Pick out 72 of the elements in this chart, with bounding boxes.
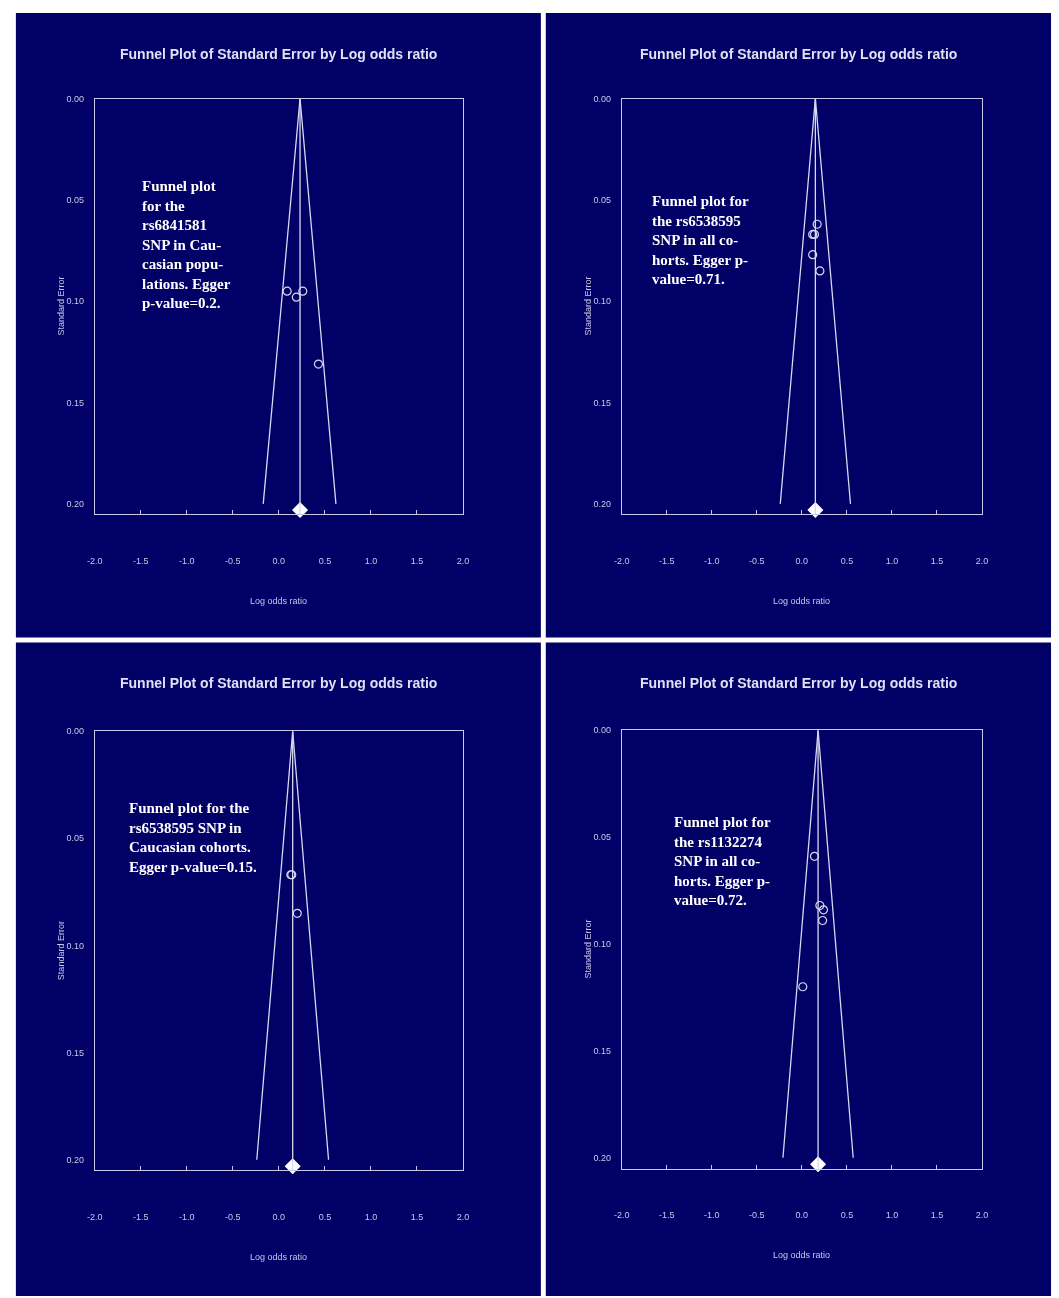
annotation: Funnel plot for the rs6841581 SNP in Cau- casian popu- lations. Egger p-value=0.2. xyxy=(142,178,231,311)
x-tick-label: -1.5 xyxy=(659,555,675,566)
y-tick-label: 0.05 xyxy=(66,195,85,206)
x-tick-label: 2.0 xyxy=(975,555,989,566)
y-axis-title: Standard Error xyxy=(582,919,593,979)
annotation: Funnel plot for the rs6538595 SNP in all co- horts. Egger p- value=0.71. xyxy=(652,193,750,287)
x-tick-label: 0.5 xyxy=(840,555,854,566)
x-tick-label: 0.5 xyxy=(318,1212,332,1223)
x-tick-label: -0.5 xyxy=(749,555,765,566)
x-tick-label: 2.0 xyxy=(975,1210,989,1221)
x-tick-label: 0.0 xyxy=(272,555,286,566)
x-tick-label: 2.0 xyxy=(456,555,470,566)
y-tick-label: 0.20 xyxy=(66,499,85,510)
x-tick-label: 1.5 xyxy=(410,555,424,566)
x-tick-label: -2.0 xyxy=(614,1210,630,1221)
x-tick-label: -1.0 xyxy=(179,1212,195,1223)
x-tick-label: -1.5 xyxy=(133,1212,149,1223)
y-tick-label: 0.10 xyxy=(66,940,85,951)
x-tick-label: 0.0 xyxy=(795,1210,809,1221)
y-tick-label: 0.00 xyxy=(66,93,85,104)
x-tick-label: 1.5 xyxy=(930,555,944,566)
x-tick-label: -1.0 xyxy=(704,555,720,566)
x-tick-label: -1.5 xyxy=(659,1210,675,1221)
x-tick-label: 0.5 xyxy=(840,1210,854,1221)
x-axis-title: Log odds ratio xyxy=(250,596,308,606)
y-axis-title: Standard Error xyxy=(582,276,593,336)
chart-title: Funnel Plot of Standard Error by Log odds ratio xyxy=(120,675,438,691)
chart-title: Funnel Plot of Standard Error by Log odds ratio xyxy=(120,46,438,62)
x-axis-title: Log odds ratio xyxy=(250,1252,308,1262)
x-tick-label: 0.0 xyxy=(272,1212,286,1223)
x-tick-label: -2.0 xyxy=(614,555,630,566)
x-tick-label: -1.0 xyxy=(704,1210,720,1221)
annotation: Funnel plot for the rs1132274 SNP in all co- horts. Egger p- value=0.72. xyxy=(674,814,772,908)
chart-title: Funnel Plot of Standard Error by Log odds ratio xyxy=(640,675,958,691)
y-tick-label: 0.20 xyxy=(66,1154,85,1165)
y-tick-label: 0.00 xyxy=(66,726,85,737)
y-tick-label: 0.00 xyxy=(593,93,611,104)
y-tick-label: 0.20 xyxy=(593,1152,611,1163)
y-tick-label: 0.20 xyxy=(593,499,611,510)
y-tick-label: 0.05 xyxy=(593,195,611,206)
x-tick-label: -1.0 xyxy=(179,555,195,566)
y-tick-label: 0.15 xyxy=(593,1046,611,1057)
x-tick-label: 1.5 xyxy=(410,1212,424,1223)
y-axis-title: Standard Error xyxy=(56,921,67,981)
x-tick-label: 1.5 xyxy=(930,1210,944,1221)
x-tick-label: 0.0 xyxy=(795,555,809,566)
y-tick-label: 0.00 xyxy=(593,725,611,736)
x-tick-label: 2.0 xyxy=(456,1212,470,1223)
y-tick-label: 0.15 xyxy=(593,397,611,408)
annotation: Funnel plot for the rs6538595 SNP in Caucasian cohorts. Egger p-value=0.15. xyxy=(129,800,258,875)
y-tick-label: 0.15 xyxy=(66,1047,85,1058)
chart-title: Funnel Plot of Standard Error by Log odds ratio xyxy=(640,46,958,62)
x-tick-label: -2.0 xyxy=(87,1212,103,1223)
y-tick-label: 0.05 xyxy=(66,833,85,844)
x-tick-label: -1.5 xyxy=(133,555,149,566)
y-tick-label: 0.15 xyxy=(66,397,85,408)
x-tick-label: -0.5 xyxy=(225,1212,241,1223)
x-tick-label: 1.0 xyxy=(364,555,378,566)
x-tick-label: 1.0 xyxy=(885,555,899,566)
x-tick-label: -0.5 xyxy=(225,555,241,566)
x-axis-title: Log odds ratio xyxy=(773,1250,831,1260)
x-tick-label: 0.5 xyxy=(318,555,332,566)
x-tick-label: -0.5 xyxy=(749,1210,765,1221)
x-axis-title: Log odds ratio xyxy=(773,596,831,606)
y-tick-label: 0.10 xyxy=(593,939,611,950)
y-tick-label: 0.10 xyxy=(593,296,611,307)
x-tick-label: 1.0 xyxy=(364,1212,378,1223)
y-tick-label: 0.05 xyxy=(593,832,611,843)
y-tick-label: 0.10 xyxy=(66,296,85,307)
x-tick-label: -2.0 xyxy=(87,555,103,566)
y-axis-title: Standard Error xyxy=(55,276,66,336)
x-tick-label: 1.0 xyxy=(885,1210,899,1221)
